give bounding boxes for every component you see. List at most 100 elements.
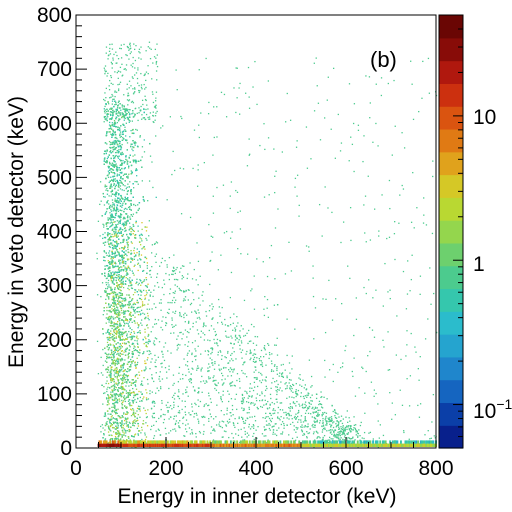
heatmap-cell [155,196,157,199]
heatmap-cell [120,219,122,221]
heatmap-cell [162,421,165,424]
heatmap-cell [225,357,227,359]
heatmap-cell [121,223,123,226]
heatmap-cell [103,259,105,262]
heatmap-cell [133,394,135,397]
heatmap-cell [118,387,120,389]
heatmap-cell [103,116,106,118]
heatmap-cell [110,373,112,375]
heatmap-cell [354,439,356,441]
heatmap-cell [113,329,115,331]
heatmap-cell [188,350,191,352]
heatmap-cell [334,416,337,419]
heatmap-cell [103,310,105,312]
heatmap-cell [121,178,123,180]
heatmap-cell [233,351,235,353]
heatmap-cell [316,419,318,421]
heatmap-cell [112,175,114,178]
heatmap-cell [145,279,148,281]
heatmap-cell [107,232,109,234]
heatmap-cell [321,414,323,416]
heatmap-cell [114,121,116,124]
heatmap-cell [113,227,116,229]
heatmap-cell [124,111,126,113]
heatmap-cell [106,228,108,230]
heatmap-cell [96,340,99,343]
heatmap-cell [232,371,234,373]
heatmap-cell [109,387,111,389]
heatmap-cell [130,189,132,191]
heatmap-cell [118,354,120,356]
heatmap-cell [207,404,209,407]
heatmap-cell [132,360,134,362]
heatmap-cell [105,353,108,355]
heatmap-cell [164,414,166,416]
heatmap-cell [280,373,283,375]
heatmap-cell [155,338,158,340]
heatmap-cell [114,302,117,304]
heatmap-cell [125,422,127,425]
heatmap-cell [252,424,255,426]
heatmap-cell [241,402,243,404]
heatmap-cell [110,141,112,144]
heatmap-cell [132,272,134,274]
heatmap-cell [115,337,117,339]
heatmap-cell [123,173,126,175]
heatmap-cell [127,392,129,394]
heatmap-cell [121,364,123,367]
heatmap-cell [318,414,320,416]
heatmap-cell [129,218,132,220]
heatmap-cell [114,398,116,400]
heatmap-cell [135,254,137,256]
heatmap-cell [117,201,119,204]
heatmap-cell [111,394,114,396]
heatmap-cell [253,358,255,361]
heatmap-cell [103,236,106,239]
heatmap-cell [135,162,137,164]
heatmap-cell [221,436,223,438]
heatmap-cell [186,360,189,363]
heatmap-cell [289,372,291,374]
heatmap-cell [225,425,228,427]
heatmap-cell [125,202,127,205]
heatmap-cell [329,419,331,421]
heatmap-cell [106,398,108,400]
heatmap-cell [121,426,123,429]
heatmap-cell [116,182,119,184]
heatmap-cell [173,394,175,397]
heatmap-cell [105,290,107,292]
heatmap-cell [102,437,104,439]
heatmap-cell [110,114,112,116]
heatmap-cell [143,261,146,263]
heatmap-cell [171,302,173,304]
heatmap-cell [159,265,161,267]
heatmap-cell [275,386,277,388]
heatmap-cell [104,161,107,163]
heatmap-cell [109,373,112,375]
heatmap-cell [112,277,114,279]
heatmap-cell [119,438,122,440]
heatmap-cell [305,420,307,422]
heatmap-cell [120,109,122,111]
heatmap-cell [194,402,196,405]
heatmap-cell [124,322,126,325]
heatmap-cell [121,189,123,191]
heatmap-cell [300,419,302,421]
heatmap-cell [150,361,152,363]
heatmap-cell [276,416,279,418]
heatmap-cell [107,190,109,192]
heatmap-cell [229,360,231,362]
heatmap-cell [352,429,355,431]
heatmap-cell [122,137,124,139]
heatmap-cell [168,406,170,409]
heatmap-cell [159,434,162,436]
heatmap-cell [112,143,114,145]
heatmap-cell [132,149,134,152]
heatmap-cell [314,421,316,424]
heatmap-cell [133,203,135,206]
heatmap-cell [126,233,128,236]
heatmap-cell [111,100,114,102]
heatmap-cell [111,252,113,254]
heatmap-cell [114,376,116,378]
heatmap-cell [122,257,124,260]
